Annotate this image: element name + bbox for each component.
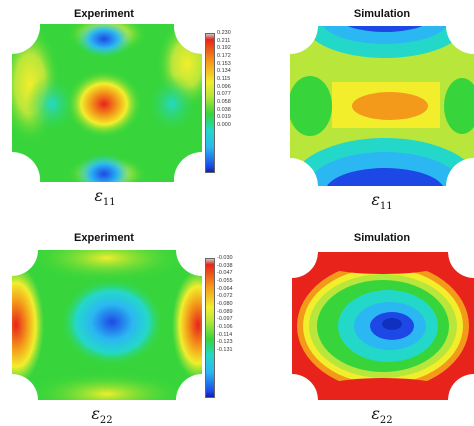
title-simulation-e11: Simulation <box>353 8 411 20</box>
contour-experiment-e22 <box>12 250 202 408</box>
tick-label: 0.153 <box>217 60 231 67</box>
tick-label: 0.077 <box>217 91 231 98</box>
contour-experiment-e11 <box>12 24 202 182</box>
tick-label: -0.080 <box>217 300 233 307</box>
tick-label: -0.064 <box>217 285 233 292</box>
colorbar-e11-ticks: 0.230 0.211 0.192 0.172 0.153 0.134 0.11… <box>217 30 231 131</box>
tick-label: 0.058 <box>217 98 231 105</box>
tick-label: 0.211 <box>217 37 231 44</box>
tick-label: -0.047 <box>217 270 233 277</box>
tick-label: -0.114 <box>217 331 233 338</box>
title-experiment-e22: Experiment <box>74 232 134 244</box>
strain-label-simulation-e22: ε22 <box>371 404 393 426</box>
tick-label: -0.097 <box>217 316 233 323</box>
strain-label-simulation-e11: ε11 <box>371 190 393 213</box>
tick-label: -0.055 <box>217 277 233 284</box>
title-experiment-e11: Experiment <box>74 8 134 20</box>
tick-label: -0.106 <box>217 323 233 330</box>
colorbar-e22 <box>205 258 215 398</box>
tick-label: 0.019 <box>217 114 231 121</box>
tick-label: 0.134 <box>217 68 231 75</box>
strain-label-experiment-e22: ε22 <box>91 404 113 426</box>
colorbar-e11 <box>205 33 215 173</box>
contour-simulation-e11 <box>290 26 474 186</box>
colorbar-e22-ticks: -0.030 -0.038 -0.047 -0.055 -0.064 -0.07… <box>217 255 233 356</box>
tick-label: -0.131 <box>217 346 233 353</box>
tick-label: -0.072 <box>217 293 233 300</box>
tick-label: 0.115 <box>217 75 231 82</box>
title-simulation-e22: Simulation <box>353 232 411 244</box>
tick-label: 0.096 <box>217 83 231 90</box>
contour-simulation-e22 <box>292 252 474 410</box>
strain-label-experiment-e11: ε11 <box>94 186 116 209</box>
tick-label: 0.000 <box>217 121 231 128</box>
tick-label: -0.030 <box>217 255 233 261</box>
tick-label: -0.038 <box>217 262 233 269</box>
tick-label: 0.038 <box>217 106 231 113</box>
tick-label: -0.089 <box>217 308 233 315</box>
tick-label: 0.230 <box>217 30 231 36</box>
tick-label: 0.192 <box>217 45 231 52</box>
tick-label: -0.123 <box>217 339 233 346</box>
tick-label: 0.172 <box>217 52 231 59</box>
